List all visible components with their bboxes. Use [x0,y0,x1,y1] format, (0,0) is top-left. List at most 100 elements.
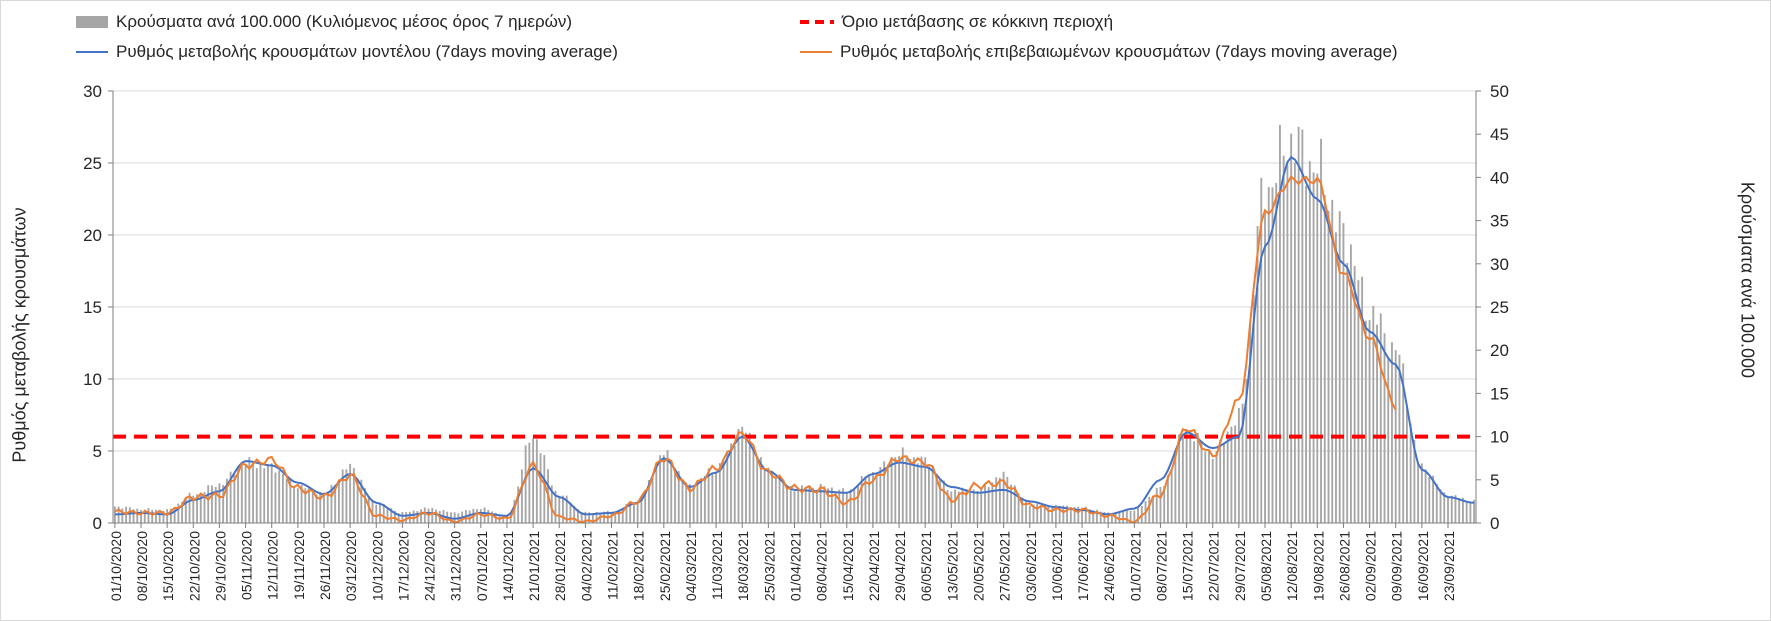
x-tick-label: 17/12/2020 [395,531,411,601]
cases-bar [550,485,553,523]
cases-bar [1122,511,1125,523]
cases-bar [573,505,576,523]
x-tick-label: 09/09/2021 [1389,531,1405,601]
cases-bar [1316,173,1319,524]
cases-bar [487,509,490,523]
cases-bar [1331,199,1334,524]
cases-bar [1469,502,1472,523]
cases-bar [1174,454,1177,523]
cases-bar [965,489,968,523]
cases-bar [386,507,389,523]
cases-bar [1323,194,1326,524]
cases-bar [942,480,945,523]
cases-bar [905,456,908,523]
cases-bar [1391,342,1393,523]
cases-bar [857,486,859,523]
cases-bar [274,472,277,523]
cases-bar [771,470,774,523]
cases-bar [1241,403,1244,523]
y-right-tick-label: 50 [1490,82,1509,101]
cases-bar [352,468,355,523]
cases-bar [849,489,852,523]
cases-bar [1013,485,1016,523]
y-right-tick-label: 15 [1490,384,1509,403]
cases-bar [1006,476,1009,523]
cases-bar [1372,305,1375,523]
cases-bar [1465,501,1468,523]
x-tick-label: 08/07/2021 [1153,531,1169,601]
x-tick-label: 08/04/2021 [814,531,830,601]
cases-bar [1017,493,1020,523]
cases-bar [741,426,744,523]
cases-bar [1043,503,1046,523]
cases-bar [1081,507,1083,523]
cases-bar [1069,508,1072,523]
cases-bar [308,486,310,523]
cases-bar [674,470,676,523]
cases-bar [1293,162,1296,523]
cases-bar [995,477,998,523]
cases-bar [1305,185,1308,524]
cases-bar [726,450,729,523]
cases-bar [237,467,240,523]
cases-bar [1211,458,1214,523]
x-tick-label: 17/06/2021 [1075,531,1091,601]
cases-bar [745,432,747,523]
cases-bar [913,457,915,523]
cases-bar [733,445,736,523]
orange-line-icon [800,51,832,53]
cases-bar [397,513,400,523]
x-tick-label: 19/08/2021 [1310,531,1326,601]
cases-bar [984,484,986,523]
x-tick-label: 15/10/2020 [160,531,176,601]
x-tick-label: 01/10/2020 [108,531,124,601]
cases-bar [972,489,975,523]
cases-bar [1290,133,1293,524]
cases-bar [1215,451,1218,523]
cases-bar [823,486,826,523]
cases-bar [132,509,135,523]
cases-bar [435,509,437,523]
cases-bar [188,492,191,523]
cases-bar [677,471,680,523]
x-tick-label: 03/12/2020 [343,531,359,601]
cases-bar [1279,124,1281,523]
cases-bar [259,463,262,523]
cases-bar [756,456,759,523]
cases-bar [1364,320,1367,523]
cases-bar [819,483,822,523]
cases-bar [1308,161,1311,524]
cases-bar [278,470,281,523]
x-tick-label: 10/06/2021 [1049,531,1065,601]
x-tick-label: 20/05/2021 [970,531,986,601]
cases-bar [1058,505,1061,523]
cases-bar [558,495,561,523]
cases-bar [666,450,669,523]
cases-bar [595,512,598,523]
x-tick-label: 02/09/2021 [1363,531,1379,601]
cases-bar [1062,505,1065,523]
cases-bar [420,509,423,523]
cases-bar [1133,510,1136,523]
cases-bar [1376,324,1378,523]
cases-bar [166,509,169,523]
cases-bar [1002,471,1005,523]
cases-bar [113,506,116,523]
x-tick-label: 10/12/2020 [369,531,385,601]
cases-bar [946,489,949,523]
y-right-tick-label: 10 [1490,428,1509,447]
cases-bar [580,512,583,523]
cases-bar [289,478,292,523]
x-tick-label: 05/08/2021 [1258,531,1274,601]
bars-swatch-icon [76,16,108,28]
cases-bar [1301,129,1304,524]
dashed-line-icon [800,20,834,24]
cases-bar [539,453,542,523]
cases-bar [1077,506,1080,523]
cases-bar [1226,431,1229,523]
x-tick-label: 13/05/2021 [944,531,960,601]
cases-bar [263,468,266,523]
cases-bar [506,515,508,523]
cases-bar [1327,210,1330,524]
